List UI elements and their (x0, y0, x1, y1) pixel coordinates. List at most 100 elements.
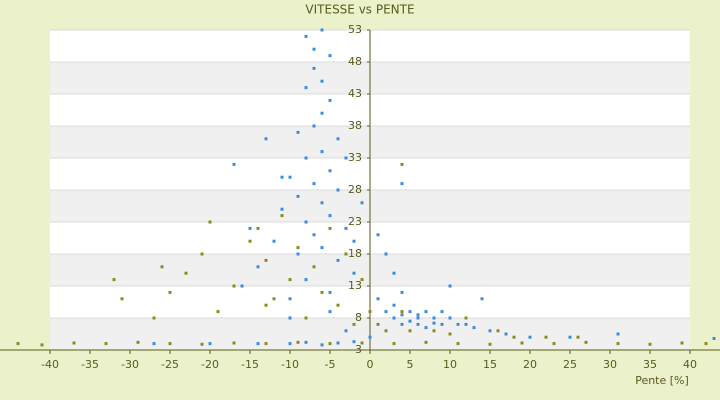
point (216, 310, 220, 314)
point (328, 226, 332, 230)
point (264, 137, 268, 141)
y-tick-label: 28 (348, 183, 362, 196)
point (264, 303, 268, 307)
point (520, 341, 524, 345)
point (296, 130, 300, 134)
x-tick-label: 30 (603, 358, 617, 371)
point (320, 201, 324, 205)
point (304, 278, 308, 282)
point (440, 310, 444, 314)
point (152, 342, 156, 346)
point (376, 233, 380, 237)
point (480, 297, 484, 301)
point (312, 265, 316, 269)
point (440, 322, 444, 326)
point (272, 297, 276, 301)
y-tick-label: 38 (348, 119, 362, 132)
x-tick-label: 20 (523, 358, 537, 371)
point (288, 342, 292, 346)
point (288, 316, 292, 320)
point (368, 335, 372, 339)
point (296, 252, 300, 256)
point (40, 343, 44, 347)
x-tick-label: 10 (443, 358, 457, 371)
x-tick-label: 15 (483, 358, 497, 371)
point (416, 322, 420, 326)
point (648, 342, 652, 346)
y-tick-label: 33 (348, 151, 362, 164)
point (248, 239, 252, 243)
point (528, 335, 532, 339)
point (584, 340, 588, 344)
point (280, 175, 284, 179)
point (488, 342, 492, 346)
point (392, 271, 396, 275)
point (392, 316, 396, 320)
point (376, 322, 380, 326)
x-tick-label: 35 (643, 358, 657, 371)
x-axis-label: Pente [%] (635, 374, 689, 387)
point (392, 342, 396, 346)
point (72, 341, 76, 345)
point (320, 111, 324, 115)
point (336, 258, 340, 262)
point (704, 342, 708, 346)
y-tick-label: 18 (348, 247, 362, 260)
point (264, 258, 268, 262)
point (424, 326, 428, 330)
point (304, 340, 308, 344)
x-tick-label: -20 (201, 358, 219, 371)
point (168, 290, 172, 294)
point (352, 271, 356, 275)
point (232, 284, 236, 288)
point (16, 342, 20, 346)
x-tick-label: -25 (161, 358, 179, 371)
point (240, 284, 244, 288)
point (400, 313, 404, 317)
x-tick-label: 0 (367, 358, 374, 371)
point (544, 335, 548, 339)
point (416, 313, 420, 317)
point (424, 310, 428, 314)
point (256, 226, 260, 230)
point (256, 342, 260, 346)
point (200, 342, 204, 346)
point (312, 47, 316, 51)
point (320, 343, 324, 347)
point (408, 329, 412, 333)
point (376, 297, 380, 301)
point (432, 321, 436, 325)
point (432, 316, 436, 320)
point (264, 342, 268, 346)
point (328, 214, 332, 218)
point (336, 341, 340, 345)
point (392, 303, 396, 307)
point (328, 54, 332, 58)
point (712, 336, 716, 340)
x-tick-label: -35 (81, 358, 99, 371)
point (400, 322, 404, 326)
point (464, 322, 468, 326)
point (288, 175, 292, 179)
point (384, 310, 388, 314)
point (248, 226, 252, 230)
point (616, 332, 620, 336)
point (304, 86, 308, 90)
point (408, 319, 412, 323)
point (576, 335, 580, 339)
point (320, 28, 324, 32)
point (320, 290, 324, 294)
x-tick-label: -5 (325, 358, 336, 371)
point (448, 316, 452, 320)
point (336, 137, 340, 141)
point (344, 156, 348, 160)
point (304, 220, 308, 224)
point (336, 188, 340, 192)
point (368, 310, 372, 314)
point (384, 252, 388, 256)
point (136, 340, 140, 344)
point (496, 329, 500, 333)
point (296, 246, 300, 250)
x-tick-label: 40 (683, 358, 697, 371)
